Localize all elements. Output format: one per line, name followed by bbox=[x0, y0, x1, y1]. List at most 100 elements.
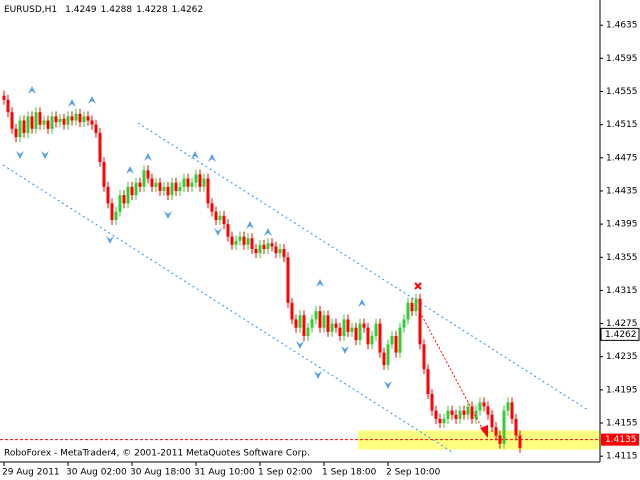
candle-body bbox=[6, 99, 10, 113]
y-tick-label: 1.4635 bbox=[606, 21, 638, 31]
channel-upper bbox=[137, 122, 589, 411]
fractal-up bbox=[88, 96, 96, 104]
y-tick-label: 1.4195 bbox=[606, 385, 638, 395]
candle-body bbox=[366, 327, 370, 345]
candle-body bbox=[486, 406, 490, 415]
chart-header: EURUSD,H1 1.4249 1.4288 1.4228 1.4262 bbox=[4, 5, 203, 15]
candles bbox=[2, 90, 522, 453]
candle-body bbox=[310, 319, 314, 328]
y-tick-label: 1.4275 bbox=[606, 319, 638, 329]
candle-body bbox=[234, 240, 238, 245]
candle-body bbox=[18, 120, 22, 138]
forecast-arrowhead bbox=[480, 425, 488, 438]
candle-body bbox=[166, 186, 170, 196]
candle-body bbox=[398, 327, 402, 353]
candle-body bbox=[510, 402, 514, 419]
candle-body bbox=[250, 238, 254, 249]
support-zone bbox=[358, 430, 600, 450]
candle-body bbox=[302, 315, 306, 337]
candle-body bbox=[38, 112, 42, 125]
x-tick-label: 1 Sep 18:00 bbox=[322, 468, 377, 478]
candle-body bbox=[478, 402, 482, 411]
candle-body bbox=[2, 95, 6, 100]
fractal-down bbox=[314, 371, 322, 379]
candle-body bbox=[186, 178, 190, 187]
candle-body bbox=[326, 315, 330, 332]
candle-body bbox=[130, 186, 134, 196]
candle-body bbox=[274, 246, 278, 254]
candle-body bbox=[78, 113, 82, 123]
candle-body bbox=[86, 116, 90, 121]
y-tick-label: 1.4555 bbox=[606, 87, 638, 97]
y-tick-label: 1.4355 bbox=[606, 253, 638, 263]
forecast-arrow bbox=[419, 311, 485, 433]
ohlc-low: 1.4228 bbox=[136, 5, 168, 15]
candle-body bbox=[102, 161, 106, 187]
candle-body bbox=[98, 132, 102, 162]
candle-body bbox=[54, 116, 58, 123]
fractal-up bbox=[191, 151, 199, 159]
candle-body bbox=[502, 410, 506, 444]
candle-body bbox=[50, 116, 54, 129]
candle-body bbox=[42, 120, 46, 125]
candle-body bbox=[362, 323, 366, 328]
x-tick-label: 29 Aug 2011 bbox=[2, 468, 60, 478]
candle-body bbox=[462, 410, 466, 415]
candle-body bbox=[222, 215, 226, 225]
symbol: EURUSD,H1 bbox=[4, 5, 57, 15]
candle-body bbox=[374, 323, 378, 337]
fractal-down bbox=[214, 228, 222, 236]
candle-body bbox=[82, 116, 86, 123]
candle-body bbox=[218, 215, 222, 220]
candle-body bbox=[454, 414, 458, 419]
candle-body bbox=[150, 178, 154, 187]
candle-body bbox=[126, 186, 130, 204]
fractal-up bbox=[264, 228, 272, 236]
candle-body bbox=[270, 243, 274, 247]
candle-body bbox=[474, 410, 478, 419]
level-label: 1.4135 bbox=[605, 435, 637, 445]
candle-body bbox=[190, 182, 194, 187]
y-tick-label: 1.4395 bbox=[606, 220, 638, 230]
candle-body bbox=[354, 327, 358, 341]
candle-body bbox=[342, 319, 346, 337]
candle-body bbox=[322, 315, 326, 328]
candle-body bbox=[382, 352, 386, 366]
candle-body bbox=[170, 182, 174, 196]
candle-body bbox=[386, 344, 390, 366]
bid-label: 1.4262 bbox=[605, 330, 637, 340]
candle-body bbox=[214, 211, 218, 220]
candle-body bbox=[426, 369, 430, 395]
zone-layer bbox=[358, 430, 600, 450]
fractal-up bbox=[208, 154, 216, 162]
y-tick-label: 1.4595 bbox=[606, 54, 638, 64]
candle-body bbox=[62, 118, 66, 125]
candle-body bbox=[438, 418, 442, 424]
candle-body bbox=[254, 248, 258, 254]
candle-body bbox=[66, 116, 70, 125]
fractal-down bbox=[41, 151, 49, 159]
level-label-box bbox=[601, 433, 639, 446]
candle-body bbox=[446, 410, 450, 419]
candle-body bbox=[370, 336, 374, 345]
candle-body bbox=[154, 182, 158, 187]
candle-body bbox=[142, 170, 146, 187]
candle-body bbox=[178, 186, 182, 191]
candle-body bbox=[394, 336, 398, 353]
candle-body bbox=[414, 298, 418, 312]
x-tick-label: 1 Sep 02:00 bbox=[258, 468, 313, 478]
candle-body bbox=[290, 302, 294, 320]
candle-body bbox=[198, 174, 202, 187]
candle-body bbox=[22, 120, 26, 133]
candle-body bbox=[338, 327, 342, 337]
candle-body bbox=[378, 323, 382, 353]
fractal-up bbox=[28, 86, 36, 94]
candle-body bbox=[490, 414, 494, 428]
y-tick-label: 1.4315 bbox=[606, 286, 638, 296]
channel-lower bbox=[2, 164, 453, 453]
candle-body bbox=[282, 248, 286, 258]
candle-body bbox=[226, 224, 230, 237]
fractal-up bbox=[68, 99, 76, 107]
